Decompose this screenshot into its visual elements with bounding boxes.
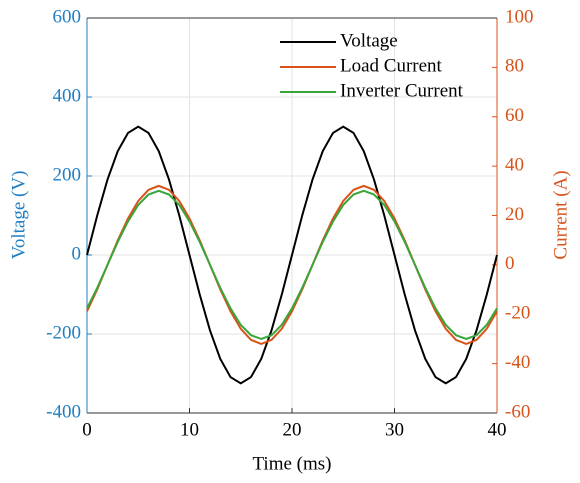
y2-tick-label: -60 [505,401,530,422]
y2-tick-label: 60 [505,105,524,126]
y-tick-label: -400 [46,401,81,422]
y2-tick-label: -40 [505,352,530,373]
y2-tick-label: 20 [505,204,524,225]
legend-label: Load Current [340,55,443,76]
y2-tick-label: 100 [505,6,534,27]
x-tick-label: 10 [180,419,199,440]
legend-label: Inverter Current [340,80,464,101]
y2-axis-label: Current (A) [550,170,571,259]
y-tick-label: 600 [53,6,82,27]
legend-label: Voltage [340,30,398,51]
y2-tick-label: 80 [505,56,524,77]
y-tick-label: 200 [53,164,82,185]
series-line [86,189,498,341]
y-tick-label: 400 [53,85,82,106]
y-tick-label: -200 [46,322,81,343]
x-tick-label: 0 [82,419,92,440]
y2-tick-label: 40 [505,154,524,175]
y2-tick-label: 0 [505,253,515,274]
series-line [86,125,498,385]
x-tick-label: 30 [385,419,404,440]
x-tick-label: 40 [488,419,507,440]
y-tick-label: 0 [72,243,82,264]
x-axis-label: Time (ms) [252,453,331,474]
x-tick-label: 20 [283,419,302,440]
y-axis-label: Voltage (V) [8,171,29,260]
y2-tick-label: -20 [505,303,530,324]
